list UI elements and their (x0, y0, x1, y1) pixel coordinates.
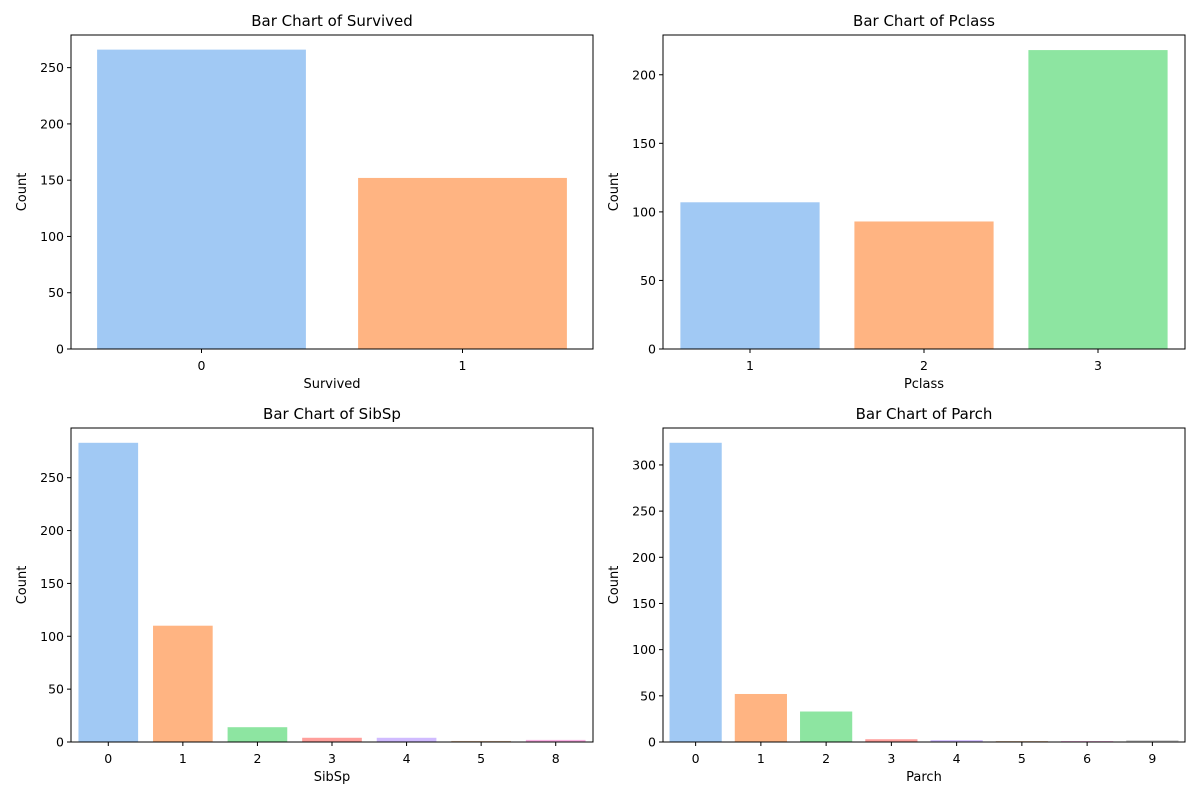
y-tick-label: 200 (40, 523, 64, 538)
y-tick-label: 200 (632, 550, 656, 565)
x-tick-label: 2 (920, 358, 928, 373)
bar (1028, 50, 1168, 349)
bar (227, 727, 288, 742)
bar (734, 693, 787, 742)
y-tick-label: 0 (56, 735, 64, 750)
chart-panel: 0 1 2 3 4 5 6 9 0 50 100 150 200 250 300 Bar Chart of P… (607, 405, 1186, 785)
x-tick-label: 0 (692, 751, 700, 766)
x-tick-label: 1 (459, 358, 467, 373)
y-tick-label: 150 (632, 136, 656, 151)
bar (78, 442, 139, 742)
bar (358, 177, 567, 349)
y-axis-label: Count (15, 566, 30, 605)
chart-panel: 1 2 3 0 50 100 150 200 Bar Chart of Pclass Pclass… (607, 12, 1186, 392)
chart-panel: 0 1 2 3 4 5 8 0 50 100 150 200 250 Bar Chart of SibSp… (15, 405, 594, 785)
y-tick-label: 100 (632, 204, 656, 219)
x-tick-label: 1 (757, 751, 765, 766)
chart-panel: 0 1 0 50 100 150 200 250 Bar Chart of Survived Su… (15, 12, 594, 392)
y-axis-label: Count (15, 173, 30, 212)
y-tick-label: 100 (40, 229, 64, 244)
x-tick-label: 0 (198, 358, 206, 373)
y-tick-label: 50 (640, 273, 656, 288)
x-tick-label: 5 (477, 751, 485, 766)
x-axis-label: Survived (303, 377, 360, 392)
x-tick-label: 2 (253, 751, 261, 766)
chart-title: Bar Chart of Survived (251, 12, 413, 30)
x-axis-label: Pclass (904, 377, 944, 392)
x-axis-label: SibSp (314, 770, 351, 785)
bar (153, 625, 213, 742)
x-tick-label: 0 (104, 751, 112, 766)
y-tick-label: 0 (648, 735, 656, 750)
x-tick-label: 3 (1094, 358, 1102, 373)
y-axis-label: Count (607, 566, 622, 605)
x-tick-label: 8 (552, 751, 560, 766)
y-tick-label: 50 (48, 682, 64, 697)
bar (302, 737, 362, 742)
chart-title: Bar Chart of Pclass (853, 12, 995, 30)
x-tick-label: 4 (953, 751, 961, 766)
y-tick-label: 100 (40, 629, 64, 644)
axes-frame (662, 427, 1186, 743)
bar (800, 711, 853, 742)
y-tick-label: 200 (632, 67, 656, 82)
x-tick-label: 3 (887, 751, 895, 766)
x-tick-label: 3 (328, 751, 336, 766)
bar (451, 740, 511, 742)
x-tick-label: 1 (746, 358, 754, 373)
y-tick-label: 150 (632, 596, 656, 611)
bar (680, 202, 820, 349)
x-tick-label: 4 (403, 751, 411, 766)
x-tick-label: 9 (1148, 751, 1156, 766)
bar (854, 221, 994, 349)
y-tick-label: 50 (640, 688, 656, 703)
bar (97, 49, 306, 349)
x-tick-label: 2 (822, 751, 830, 766)
bar (376, 737, 437, 742)
bar (930, 740, 983, 742)
bar (669, 442, 722, 742)
y-tick-label: 200 (40, 116, 64, 131)
bar (1126, 740, 1179, 742)
axes-frame (70, 34, 594, 350)
bar (865, 739, 918, 742)
chart-title: Bar Chart of Parch (856, 405, 993, 423)
y-tick-label: 0 (648, 342, 656, 357)
x-tick-label: 5 (1018, 751, 1026, 766)
y-tick-label: 300 (632, 457, 656, 472)
x-axis-label: Parch (906, 770, 942, 785)
y-tick-label: 150 (40, 576, 64, 591)
axes-frame (70, 427, 594, 743)
bar (525, 739, 586, 742)
x-tick-label: 6 (1083, 751, 1091, 766)
y-tick-label: 150 (40, 173, 64, 188)
y-tick-label: 250 (40, 470, 64, 485)
y-axis-label: Count (607, 173, 622, 212)
y-tick-label: 250 (40, 60, 64, 75)
y-tick-label: 0 (56, 342, 64, 357)
x-tick-label: 1 (179, 751, 187, 766)
y-tick-label: 100 (632, 642, 656, 657)
y-tick-label: 50 (48, 285, 64, 300)
y-tick-label: 250 (632, 504, 656, 519)
chart-title: Bar Chart of SibSp (263, 405, 401, 423)
